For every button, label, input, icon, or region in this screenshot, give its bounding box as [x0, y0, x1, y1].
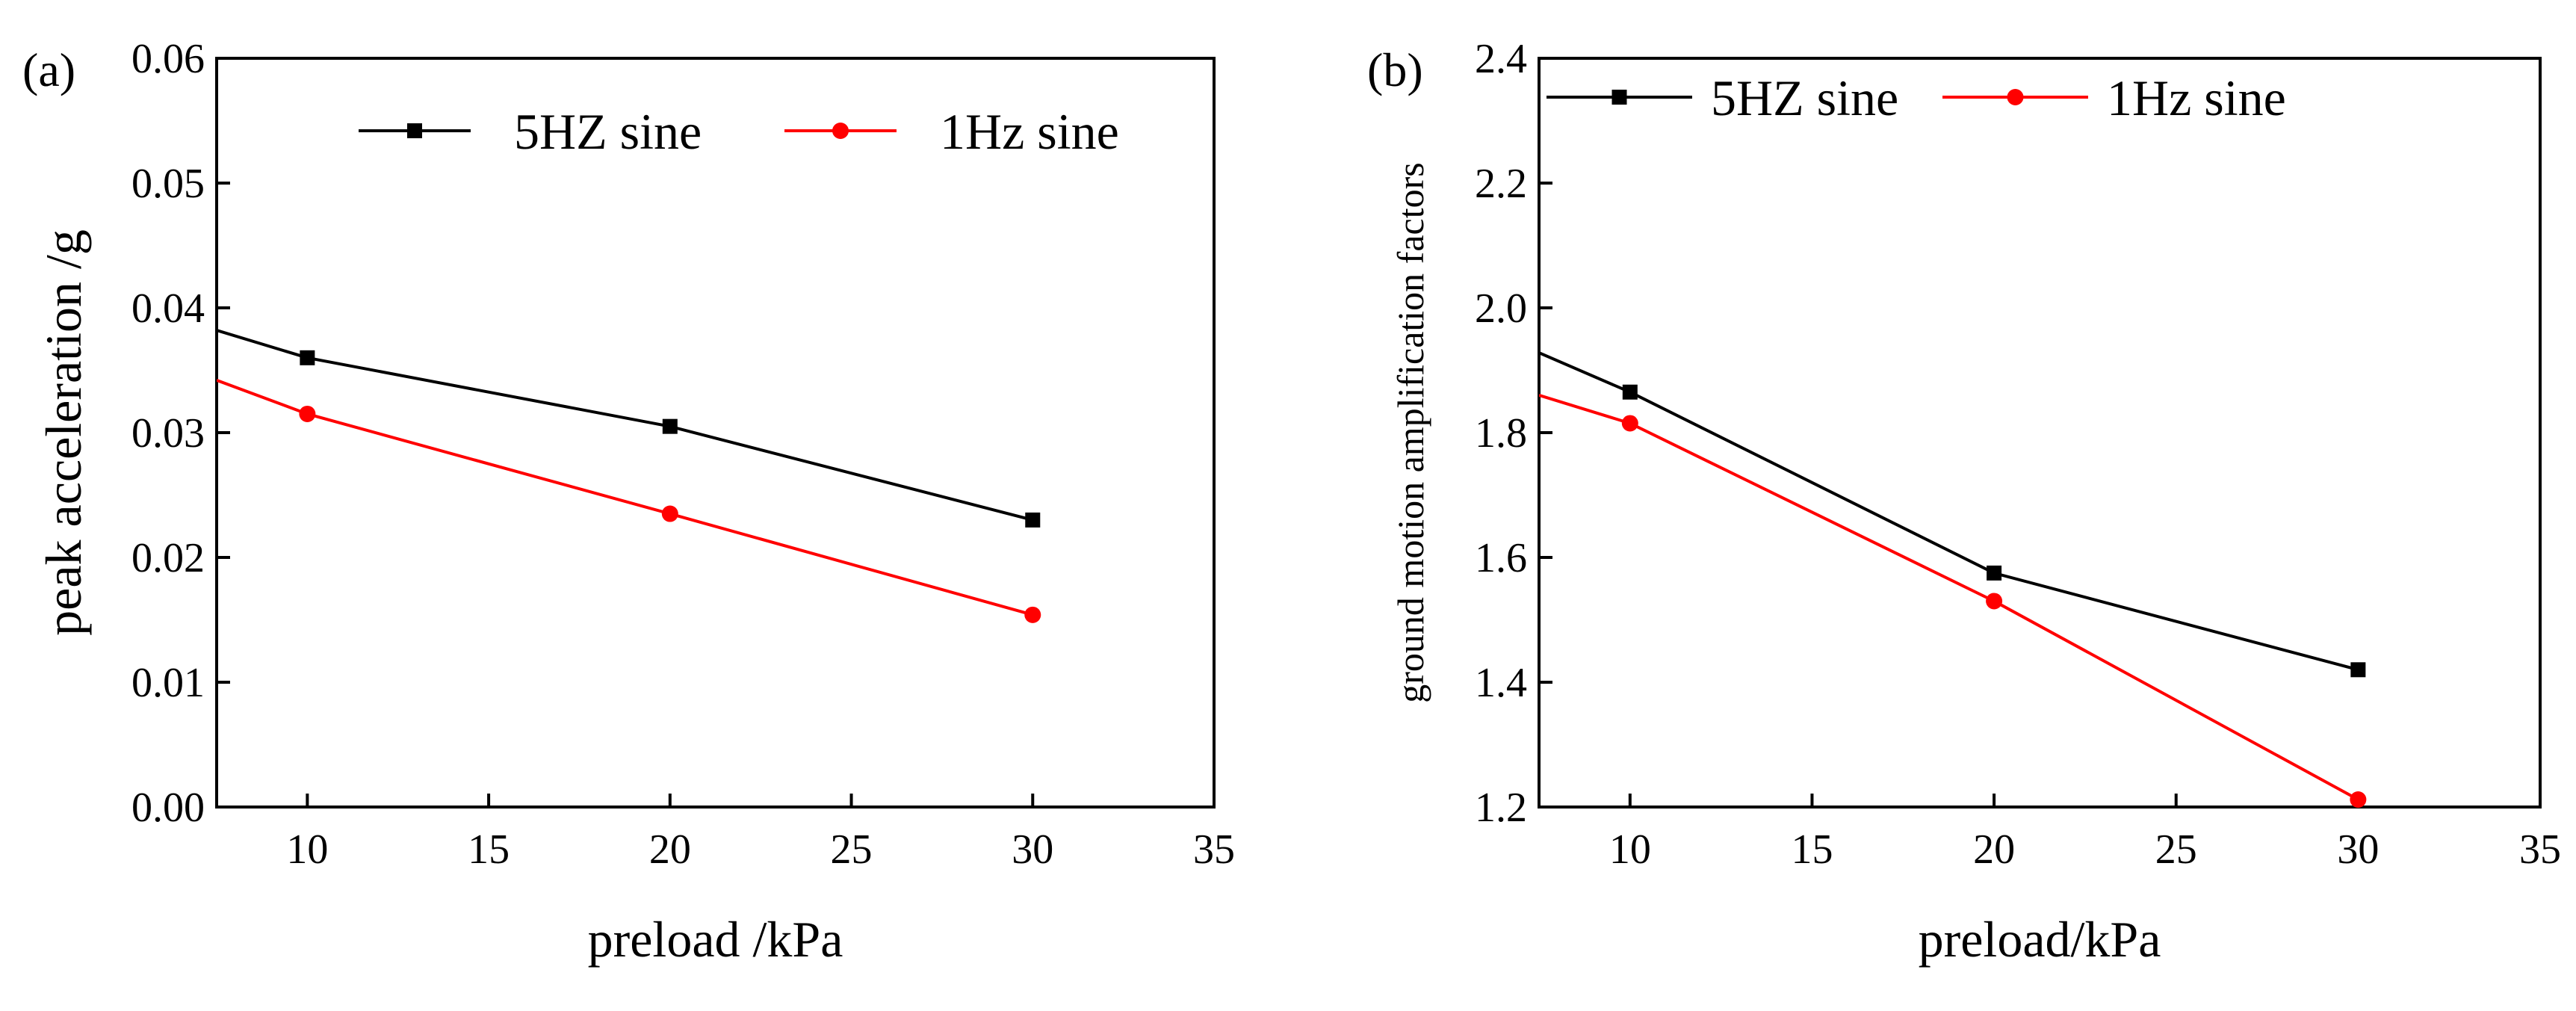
x-tick-label: 35: [2519, 826, 2561, 873]
y-tick-label: 2.4: [1475, 36, 1527, 82]
legend-marker-1hz-sine: [2007, 89, 2024, 105]
x-axis-title: preload /kPa: [588, 911, 843, 968]
data-point-1hz-sine: [1986, 593, 2003, 610]
data-point-1hz-sine: [661, 505, 678, 522]
x-tick-label: 10: [1609, 826, 1651, 873]
x-tick-label: 15: [468, 826, 510, 873]
legend-marker-5hz-sine: [407, 123, 422, 138]
y-tick-label: 2.2: [1475, 161, 1527, 207]
data-point-5hz-sine: [1987, 565, 2002, 581]
data-point-5hz-sine: [2350, 662, 2366, 678]
y-tick-label: 1.8: [1475, 410, 1527, 457]
y-axis-title: ground motion amplification factors: [1390, 162, 1431, 702]
data-point-1hz-sine: [299, 405, 316, 422]
panel-label: (a): [22, 43, 75, 96]
x-tick-label: 35: [1193, 826, 1235, 873]
x-axis-title: preload/kPa: [1919, 911, 2161, 968]
data-point-5hz-sine: [300, 350, 315, 365]
y-tick-label: 1.6: [1475, 535, 1527, 581]
series-line-1hz-sine: [1539, 393, 2359, 801]
data-point-1hz-sine: [1024, 606, 1041, 623]
x-tick-label: 20: [1973, 826, 2015, 873]
legend-marker-5hz-sine: [1611, 90, 1627, 105]
y-tick-label: 0.02: [131, 535, 205, 581]
panel-b: (b) 1.2 1.4 1.6 1.8 2.0 2.2 2.4 10 15 20 25 30 35 prel…: [1367, 36, 2561, 968]
y-tick-label: 0.05: [131, 161, 205, 207]
panel-label: (b): [1367, 43, 1423, 96]
y-tick-label: 0.03: [131, 410, 205, 457]
y-tick-label: 0.01: [131, 660, 205, 706]
x-tick-label: 25: [2155, 826, 2197, 873]
data-point-5hz-sine: [1025, 512, 1041, 528]
series-line-5hz-sine: [217, 329, 1033, 522]
plot-frame: [1538, 57, 2542, 809]
y-tick-label: 1.4: [1475, 660, 1527, 706]
y-tick-label: 0.00: [131, 785, 205, 831]
data-point-5hz-sine: [662, 418, 678, 434]
x-tick-label: 25: [831, 826, 873, 873]
x-tick-label: 15: [1791, 826, 1833, 873]
x-tick-label: 30: [2337, 826, 2379, 873]
series-line-5hz-sine: [1539, 351, 2359, 672]
data-point-1hz-sine: [2350, 791, 2367, 808]
legend-label-1hz-sine: 1Hz sine: [2107, 69, 2286, 126]
series-line-1hz-sine: [217, 378, 1033, 616]
data-point-5hz-sine: [1622, 384, 1638, 400]
y-tick-label: 2.0: [1475, 285, 1527, 332]
x-tick-label: 10: [286, 826, 328, 873]
panel-a: (a) 0.00 0.01 0.02 0.03 0.04 0.05 0.06 10 15 20 25 3…: [22, 36, 1235, 968]
legend-label-1hz-sine: 1Hz sine: [940, 103, 1119, 160]
x-tick-label: 20: [649, 826, 691, 873]
x-tick-label: 30: [1012, 826, 1053, 873]
y-tick-label: 1.2: [1475, 785, 1527, 831]
data-point-1hz-sine: [1621, 415, 1638, 432]
legend-marker-1hz-sine: [832, 123, 849, 139]
legend-label-5hz-sine: 5HZ sine: [514, 103, 702, 160]
y-axis-title: peak acceleration /g: [35, 229, 92, 636]
y-tick-label: 0.04: [131, 285, 205, 332]
plot-frame: [215, 57, 1216, 809]
y-tick-label: 0.06: [131, 36, 205, 82]
legend-label-5hz-sine: 5HZ sine: [1711, 69, 1898, 126]
